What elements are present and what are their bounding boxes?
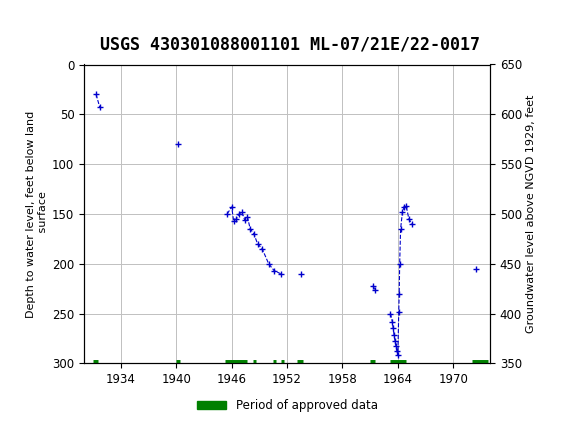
Legend: Period of approved data: Period of approved data	[192, 395, 382, 417]
Text: USGS 430301088001101 ML-07/21E/22-0017: USGS 430301088001101 ML-07/21E/22-0017	[100, 36, 480, 54]
Y-axis label: Groundwater level above NGVD 1929, feet: Groundwater level above NGVD 1929, feet	[526, 95, 537, 333]
Y-axis label: Depth to water level, feet below land
 surface: Depth to water level, feet below land su…	[26, 111, 48, 317]
Text: ≡USGS: ≡USGS	[17, 13, 76, 32]
